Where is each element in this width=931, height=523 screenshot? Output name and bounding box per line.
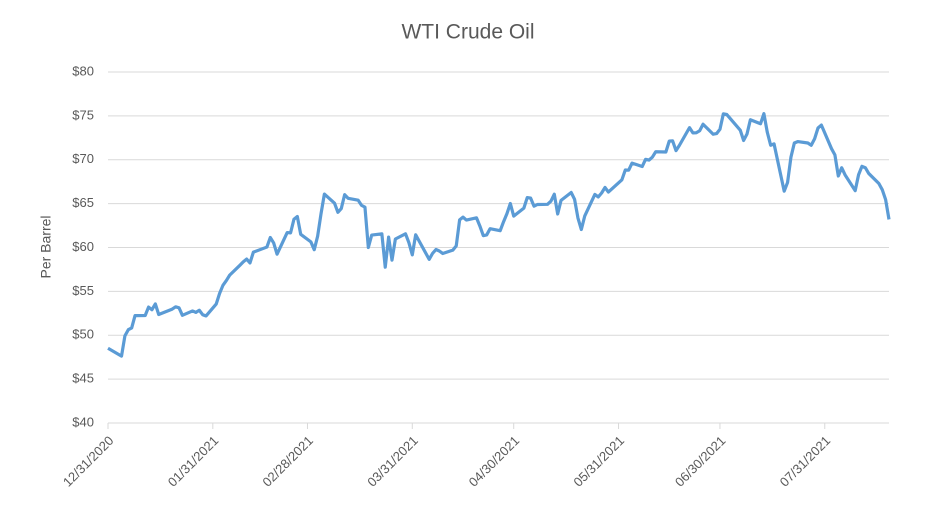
y-tick-label: $50 (72, 327, 94, 342)
y-tick-label: $40 (72, 414, 94, 429)
y-tick-label: $60 (72, 239, 94, 254)
x-tick-label: 03/31/2021 (364, 433, 421, 490)
y-tick-label: $80 (72, 63, 94, 78)
x-tick-label: 05/31/2021 (570, 433, 627, 490)
x-tick-label: 07/31/2021 (777, 433, 834, 490)
y-tick-label: $55 (72, 283, 94, 298)
y-tick-label: $75 (72, 107, 94, 122)
y-tick-label: $45 (72, 371, 94, 386)
x-tick-label: 06/30/2021 (672, 433, 729, 490)
x-tick-label: 12/31/2020 (60, 433, 117, 490)
x-tick-label: 02/28/2021 (259, 433, 316, 490)
price-line (107, 112, 891, 358)
y-axis-label: Per Barrel (38, 215, 54, 278)
x-tick-label: 01/31/2021 (165, 433, 222, 490)
x-tick-label: 04/30/2021 (466, 433, 523, 490)
y-tick-label: $65 (72, 195, 94, 210)
chart-title: WTI Crude Oil (401, 21, 534, 44)
y-tick-label: $70 (72, 151, 94, 166)
